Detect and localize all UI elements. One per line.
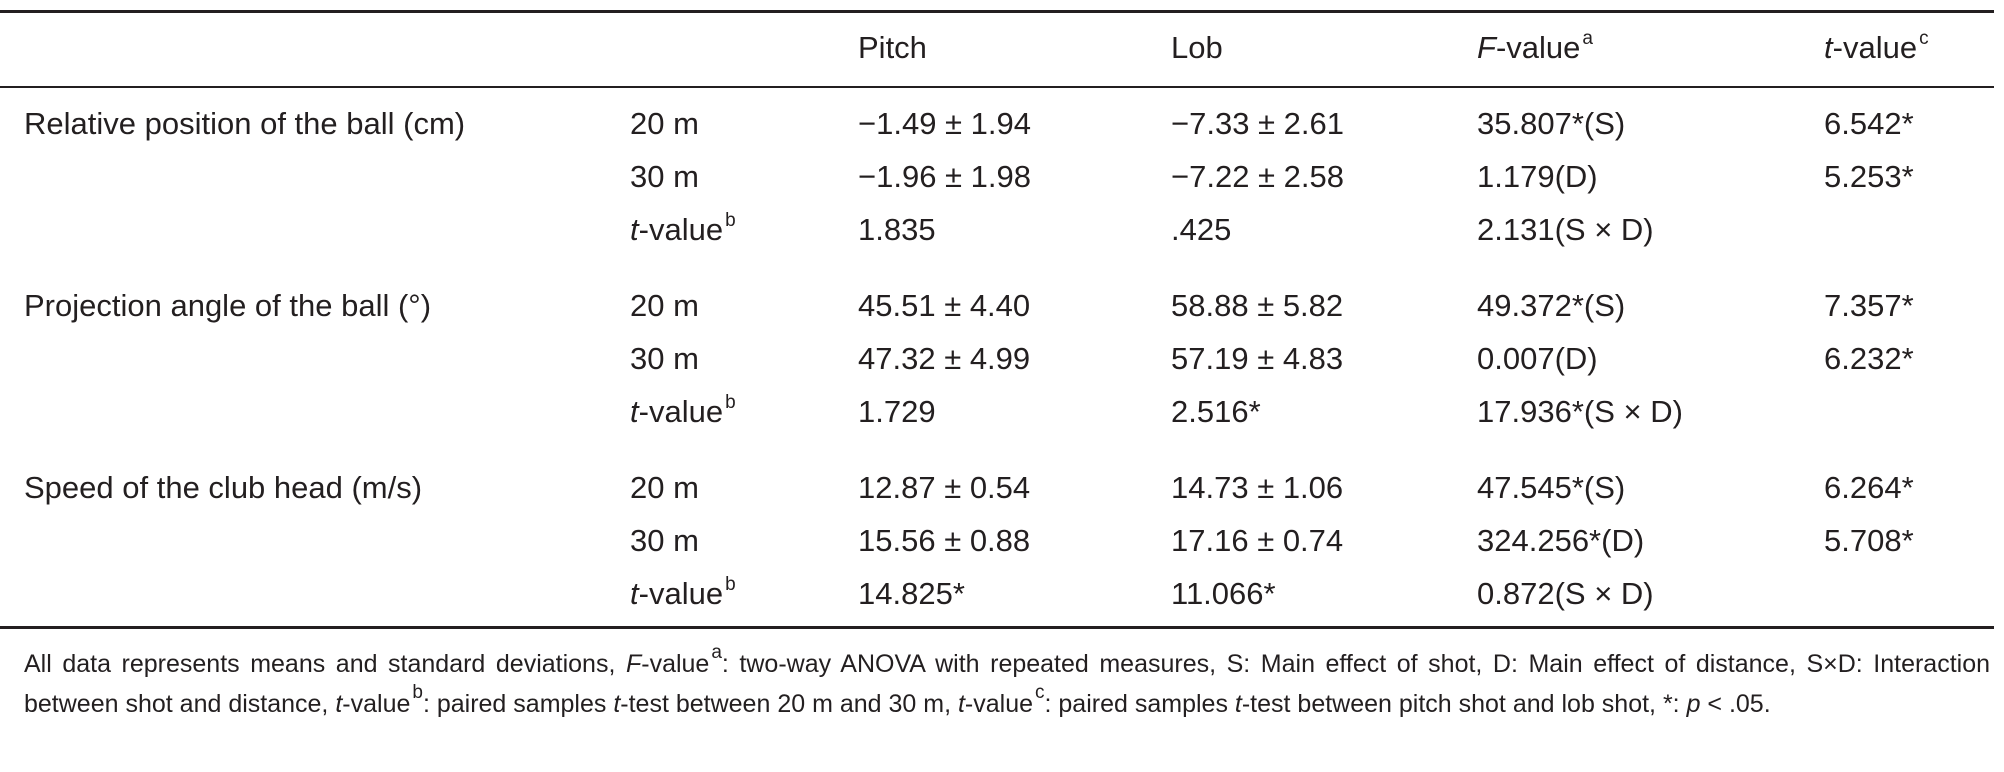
footnote-part: : two-way ANOVA with repeated measures, … xyxy=(24,650,1991,718)
pitch-cell: 14.825* xyxy=(858,576,965,611)
distance-cell: 30 m xyxy=(630,159,699,194)
t-value-row-label: t-value b xyxy=(630,210,736,250)
header-f-italic: F xyxy=(1477,30,1496,65)
t-italic: t xyxy=(630,394,639,429)
header-f-value: F-value a xyxy=(1477,28,1593,68)
header-t-sup: c xyxy=(1919,28,1929,49)
f-value-cell: 49.372*(S) xyxy=(1477,288,1626,323)
t-italic: t xyxy=(630,576,639,611)
t-sup: b xyxy=(725,392,736,413)
t-value-row-label: t-value b xyxy=(630,392,736,432)
t-value-cell: 5.253* xyxy=(1824,159,1914,194)
header-rule xyxy=(0,86,1994,88)
footnote-tc-text: -value xyxy=(964,690,1034,718)
footnote-f-italic: F xyxy=(625,650,642,678)
table-footnote: All data represents means and standard d… xyxy=(24,642,1991,724)
footnote-t-italic: t xyxy=(613,690,621,718)
pitch-cell: 1.835 xyxy=(858,212,936,247)
header-f-sup: a xyxy=(1582,28,1593,49)
t-value-cell: 6.264* xyxy=(1824,470,1914,505)
t-text: -value xyxy=(638,212,724,247)
header-lob: Lob xyxy=(1171,30,1223,65)
lob-cell: −7.22 ± 2.58 xyxy=(1171,159,1345,194)
distance-cell: 20 m xyxy=(630,470,699,505)
footnote-part: -test between 20 m and 30 m, xyxy=(620,690,958,718)
header-t-text: -value xyxy=(1832,30,1918,65)
pitch-cell: 45.51 ± 4.40 xyxy=(858,288,1031,323)
footnote-part: : paired samples xyxy=(422,690,614,718)
t-value-row-label: t-value b xyxy=(630,574,736,614)
f-value-cell: 0.872(S × D) xyxy=(1477,576,1654,611)
f-value-cell: 2.131(S × D) xyxy=(1477,212,1654,247)
lob-cell: −7.33 ± 2.61 xyxy=(1171,106,1345,141)
lob-cell: .425 xyxy=(1171,212,1232,247)
footnote-part: -test between pitch shot and lob shot, *… xyxy=(1241,690,1687,718)
pitch-cell: −1.49 ± 1.94 xyxy=(858,106,1032,141)
top-rule xyxy=(0,10,1994,13)
variable-label: Relative position of the ball (cm) xyxy=(24,106,466,141)
variable-label: Projection angle of the ball (°) xyxy=(24,288,432,323)
header-t-value: t-value c xyxy=(1824,28,1929,68)
pitch-cell: 15.56 ± 0.88 xyxy=(858,523,1031,558)
footnote-part: : paired samples xyxy=(1044,690,1235,718)
f-value-cell: 17.936*(S × D) xyxy=(1477,394,1683,429)
variable-label: Speed of the club head (m/s) xyxy=(24,470,423,505)
t-value-cell: 6.542* xyxy=(1824,106,1914,141)
footnote-part: < .05. xyxy=(1700,690,1771,718)
t-text: -value xyxy=(638,394,724,429)
t-text: -value xyxy=(638,576,724,611)
footnote-p-italic: p xyxy=(1686,690,1701,718)
footnote-tb-sup: b xyxy=(412,682,423,703)
f-value-cell: 35.807*(S) xyxy=(1477,106,1626,141)
pitch-cell: 1.729 xyxy=(858,394,936,429)
footnote-f-sup: a xyxy=(711,642,722,663)
header-f-text: -value xyxy=(1495,30,1581,65)
pitch-cell: −1.96 ± 1.98 xyxy=(858,159,1032,194)
lob-cell: 14.73 ± 1.06 xyxy=(1171,470,1344,505)
header-pitch: Pitch xyxy=(858,30,927,65)
footnote-f-text: -value xyxy=(641,650,710,678)
t-value-cell: 6.232* xyxy=(1824,341,1914,376)
header-t-italic: t xyxy=(1824,30,1833,65)
footnote-t-italic: t xyxy=(1234,690,1242,718)
lob-cell: 11.066* xyxy=(1171,576,1276,611)
lob-cell: 17.16 ± 0.74 xyxy=(1171,523,1344,558)
footnote-tb-italic: t xyxy=(335,690,343,718)
bottom-rule xyxy=(0,626,1994,629)
footnote-tc-sup: c xyxy=(1035,682,1045,703)
t-value-cell: 7.357* xyxy=(1824,288,1914,323)
f-value-cell: 324.256*(D) xyxy=(1477,523,1645,558)
pitch-cell: 47.32 ± 4.99 xyxy=(858,341,1031,376)
distance-cell: 20 m xyxy=(630,288,699,323)
t-sup: b xyxy=(725,574,736,595)
footnote-tc-italic: t xyxy=(957,690,965,718)
lob-cell: 57.19 ± 4.83 xyxy=(1171,341,1344,376)
footnote-part: All data represents means and standard d… xyxy=(24,650,626,678)
distance-cell: 30 m xyxy=(630,523,699,558)
pitch-cell: 12.87 ± 0.54 xyxy=(858,470,1031,505)
t-value-cell: 5.708* xyxy=(1824,523,1914,558)
distance-cell: 20 m xyxy=(630,106,699,141)
f-value-cell: 1.179(D) xyxy=(1477,159,1598,194)
footnote-tb-text: -value xyxy=(342,690,411,718)
f-value-cell: 0.007(D) xyxy=(1477,341,1598,376)
t-italic: t xyxy=(630,212,639,247)
distance-cell: 30 m xyxy=(630,341,699,376)
t-sup: b xyxy=(725,210,736,231)
f-value-cell: 47.545*(S) xyxy=(1477,470,1626,505)
lob-cell: 58.88 ± 5.82 xyxy=(1171,288,1344,323)
lob-cell: 2.516* xyxy=(1171,394,1261,429)
